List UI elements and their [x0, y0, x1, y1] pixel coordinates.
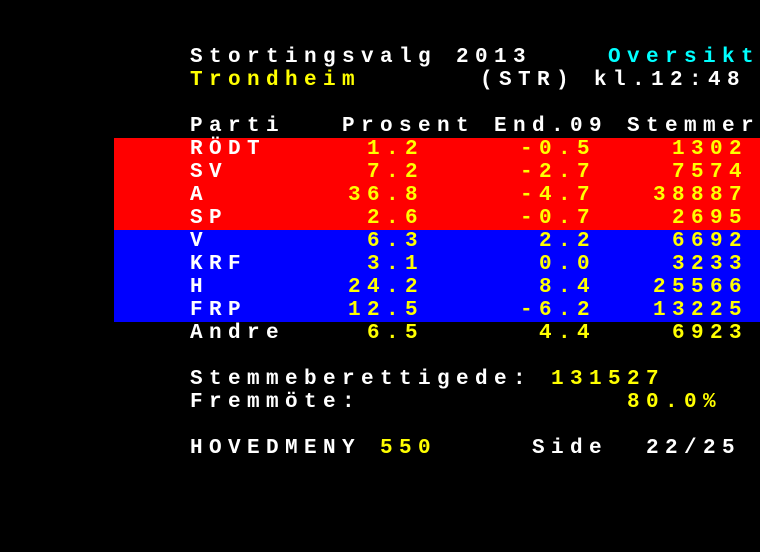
percent-value: 6.3 [366, 230, 424, 253]
location: Trondheim [190, 69, 362, 92]
turnout-row: Fremmöte: 80.0% [0, 391, 760, 414]
eligible-value: 131527 [551, 368, 666, 391]
party-name: FRP [190, 299, 248, 322]
percent-value: 12.5 [347, 299, 424, 322]
votes-value: 7574 [671, 161, 748, 184]
table-row: V 6.3 2.2 6692 [0, 230, 760, 253]
side-label: Side [532, 437, 609, 460]
col-parti: Parti [190, 115, 286, 138]
menu-link[interactable]: HOVEDMENY [190, 437, 362, 460]
header-row-1: Stortingsvalg 2013 Oversikt [0, 46, 760, 69]
percent-value: 7.2 [366, 161, 424, 184]
code-time: (STR) kl.12:48 [480, 69, 747, 92]
party-name: H [190, 276, 210, 299]
party-name: SP [190, 207, 229, 230]
table-row: FRP 12.5 -6.2 13225 [0, 299, 760, 322]
votes-value: 2695 [671, 207, 748, 230]
percent-value: 2.6 [366, 207, 424, 230]
col-prosent: Prosent [342, 115, 476, 138]
table-header: Parti Prosent End.09 Stemmer [0, 115, 760, 138]
menu-page-number[interactable]: 550 [380, 437, 438, 460]
votes-value: 6923 [671, 322, 748, 345]
change-value: -0.7 [519, 207, 596, 230]
table-row: H 24.2 8.4 25566 [0, 276, 760, 299]
percent-value: 6.5 [366, 322, 424, 345]
blue-band [114, 230, 760, 322]
party-name: A [190, 184, 210, 207]
col-stemmer: Stemmer [627, 115, 760, 138]
change-value: 2.2 [538, 230, 596, 253]
turnout-value: 80.0% [627, 391, 723, 414]
percent-value: 24.2 [347, 276, 424, 299]
party-name: KRF [190, 253, 248, 276]
footer-row: HOVEDMENY 550 Side 22/25 [0, 437, 760, 460]
party-name: RÖDT [190, 138, 267, 161]
section-label: Oversikt [608, 46, 760, 69]
side-value: 22/25 [646, 437, 742, 460]
change-value: -4.7 [519, 184, 596, 207]
change-value: -6.2 [519, 299, 596, 322]
change-value: 4.4 [538, 322, 596, 345]
votes-value: 25566 [652, 276, 748, 299]
table-row: SP 2.6 -0.7 2695 [0, 207, 760, 230]
percent-value: 36.8 [347, 184, 424, 207]
table-row: Andre 6.5 4.4 6923 [0, 322, 760, 345]
percent-value: 1.2 [366, 138, 424, 161]
table-row: SV 7.2 -2.7 7574 [0, 161, 760, 184]
votes-value: 6692 [671, 230, 748, 253]
change-value: -2.7 [519, 161, 596, 184]
change-value: -0.5 [519, 138, 596, 161]
percent-value: 3.1 [366, 253, 424, 276]
page-title: Stortingsvalg 2013 [190, 46, 533, 69]
votes-value: 38887 [652, 184, 748, 207]
table-row: RÖDT 1.2 -0.5 1302 [0, 138, 760, 161]
votes-value: 3233 [671, 253, 748, 276]
votes-value: 1302 [671, 138, 748, 161]
header-row-2: Trondheim (STR) kl.12:48 [0, 69, 760, 92]
turnout-label: Fremmöte: [190, 391, 362, 414]
party-name: V [190, 230, 210, 253]
col-end09: End.09 [494, 115, 609, 138]
table-row: A 36.8 -4.7 38887 [0, 184, 760, 207]
red-band [114, 138, 760, 230]
table-row: KRF 3.1 0.0 3233 [0, 253, 760, 276]
party-name: Andre [190, 322, 286, 345]
votes-value: 13225 [652, 299, 748, 322]
change-value: 0.0 [538, 253, 596, 276]
party-name: SV [190, 161, 229, 184]
eligible-row: Stemmeberettigede: 131527 [0, 368, 760, 391]
eligible-label: Stemmeberettigede: [190, 368, 533, 391]
change-value: 8.4 [538, 276, 596, 299]
